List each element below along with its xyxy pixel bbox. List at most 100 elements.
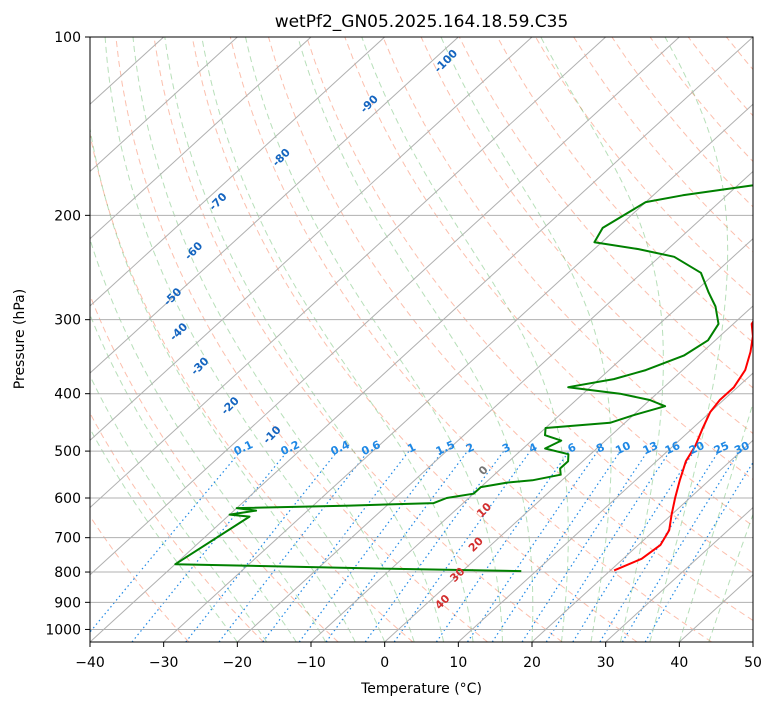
dry-adiabat-line	[90, 293, 339, 642]
dry-adiabat-label: -10	[260, 423, 283, 446]
moist-adiabat-line	[90, 313, 297, 642]
moist-adiabat-line	[201, 37, 474, 642]
plot-frame	[89, 36, 754, 643]
mixing-ratio-label: 25	[712, 439, 731, 457]
isotherm-line	[457, 372, 753, 642]
mixing-ratio-line	[491, 450, 621, 642]
y-tick-label: 600	[54, 491, 81, 507]
isotherm-line	[752, 641, 753, 642]
dry-adiabat-line	[268, 37, 753, 622]
x-tick-label: −10	[296, 655, 326, 671]
isotherm-line	[90, 37, 607, 509]
dry-adiabat-line	[687, 37, 753, 117]
x-tick-label: 50	[744, 655, 762, 671]
mixing-ratio-label: 13	[641, 439, 660, 457]
dry-adiabat-label: -30	[188, 354, 211, 377]
dry-adiabat-line	[115, 37, 488, 642]
mixing-ratio-line	[545, 450, 671, 642]
isotherm-line	[531, 439, 753, 642]
mixing-ratio-line	[521, 450, 649, 642]
y-tick-label: 100	[54, 30, 81, 46]
x-tick-label: −20	[223, 655, 253, 671]
moist-adiabat-line	[361, 37, 569, 642]
mixing-ratio-line	[131, 450, 289, 642]
dry-adiabat-label: -80	[270, 146, 293, 169]
mixing-ratio-label: 0.1	[232, 438, 255, 458]
mixing-ratio-line	[599, 450, 720, 642]
mixing-ratio-line	[262, 450, 410, 642]
dry-adiabat-line	[496, 37, 753, 344]
mixing-ratio-label: 30	[732, 439, 752, 457]
y-tick-label: 400	[54, 387, 81, 403]
profile-lines	[174, 184, 753, 573]
x-tick-label: 20	[523, 655, 541, 671]
isotherm-line	[90, 37, 680, 576]
moist-adiabat-line	[649, 37, 729, 642]
moist-adiabat-line	[90, 374, 268, 642]
moist-adiabat-line	[708, 513, 753, 642]
mixing-ratio-label: 20	[687, 439, 707, 457]
mixing-ratio-line	[621, 450, 740, 642]
dry-adiabat-label: -90	[358, 92, 381, 115]
mixing-ratio-label: 0.6	[359, 438, 382, 458]
plot-area: -100-90-80-70-60-50-40-30-20-10010203040…	[90, 37, 775, 642]
dry-adiabat-line	[191, 37, 638, 642]
mixing-ratio-label: 0.2	[279, 438, 302, 458]
mixing-ratio-line	[185, 450, 339, 642]
dry-adiabat-line	[306, 37, 753, 574]
dry-adiabat-line	[611, 37, 753, 208]
chart-title: wetPf2_GN05.2025.164.18.59.C35	[275, 12, 569, 32]
dry-adiabat-line	[649, 37, 753, 163]
y-axis-title: Pressure (hPa)	[12, 289, 28, 389]
dry-adiabat-line	[535, 37, 753, 298]
pressure-gridlines	[90, 37, 753, 630]
x-axis-title: Temperature (°C)	[360, 681, 482, 697]
mixing-ratio-label: 1.5	[434, 438, 457, 458]
isotherms	[90, 37, 753, 642]
isotherm-line	[605, 506, 753, 642]
y-axis: 1000 900 800 700 600 500 400 300 200 100	[45, 30, 90, 638]
mixing-ratio-line	[218, 450, 369, 642]
moist-adiabat-line	[90, 125, 356, 642]
dry-adiabat-label: -100	[432, 47, 461, 76]
mixing-ratio-label: 10	[613, 439, 633, 457]
moist-adiabat-line	[540, 37, 664, 642]
isotherm-line	[90, 37, 312, 240]
moist-adiabat-line	[245, 37, 503, 642]
mixing-ratio-line	[393, 450, 531, 642]
dry-adiabat-line	[153, 37, 563, 642]
mixing-ratio-line	[90, 450, 242, 633]
dry-adiabat-line	[344, 37, 753, 527]
x-tick-label: 10	[449, 655, 467, 671]
dry-adiabat-line	[765, 37, 775, 642]
moist-adiabat-line	[297, 37, 534, 642]
y-tick-label: 900	[54, 595, 81, 611]
moist-adiabat-line	[440, 37, 612, 642]
isotherm-line	[384, 305, 753, 642]
moist-adiabat-line	[90, 237, 327, 642]
dry-adiabat-line	[382, 37, 753, 481]
temperature-line	[613, 320, 753, 572]
moist-adiabat-line	[104, 37, 386, 642]
y-tick-label: 500	[54, 444, 81, 460]
moist-adiabats	[90, 37, 753, 642]
y-tick-label: 700	[54, 531, 81, 547]
dry-adiabat-line	[90, 412, 264, 642]
mixing-ratio-line	[435, 450, 570, 642]
dewpoint-line	[174, 184, 753, 573]
isotherm-line	[236, 170, 753, 642]
mixing-ratio-label: 16	[663, 439, 683, 457]
x-tick-label: 30	[597, 655, 615, 671]
dry-adiabat-line	[90, 131, 414, 642]
mixing-ratio-label: 8	[594, 441, 606, 456]
y-tick-label: 800	[54, 565, 81, 581]
moist-adiabat-line	[164, 37, 445, 642]
dry-adiabat-line	[726, 37, 753, 71]
mixing-ratio-label: 36	[753, 439, 773, 457]
dry-adiabat-line	[90, 515, 190, 642]
mixing-ratio-line	[466, 450, 599, 642]
isotherm-label: 10	[474, 500, 494, 520]
dry-adiabat-label: -70	[206, 190, 229, 213]
isotherm-line	[310, 237, 753, 642]
